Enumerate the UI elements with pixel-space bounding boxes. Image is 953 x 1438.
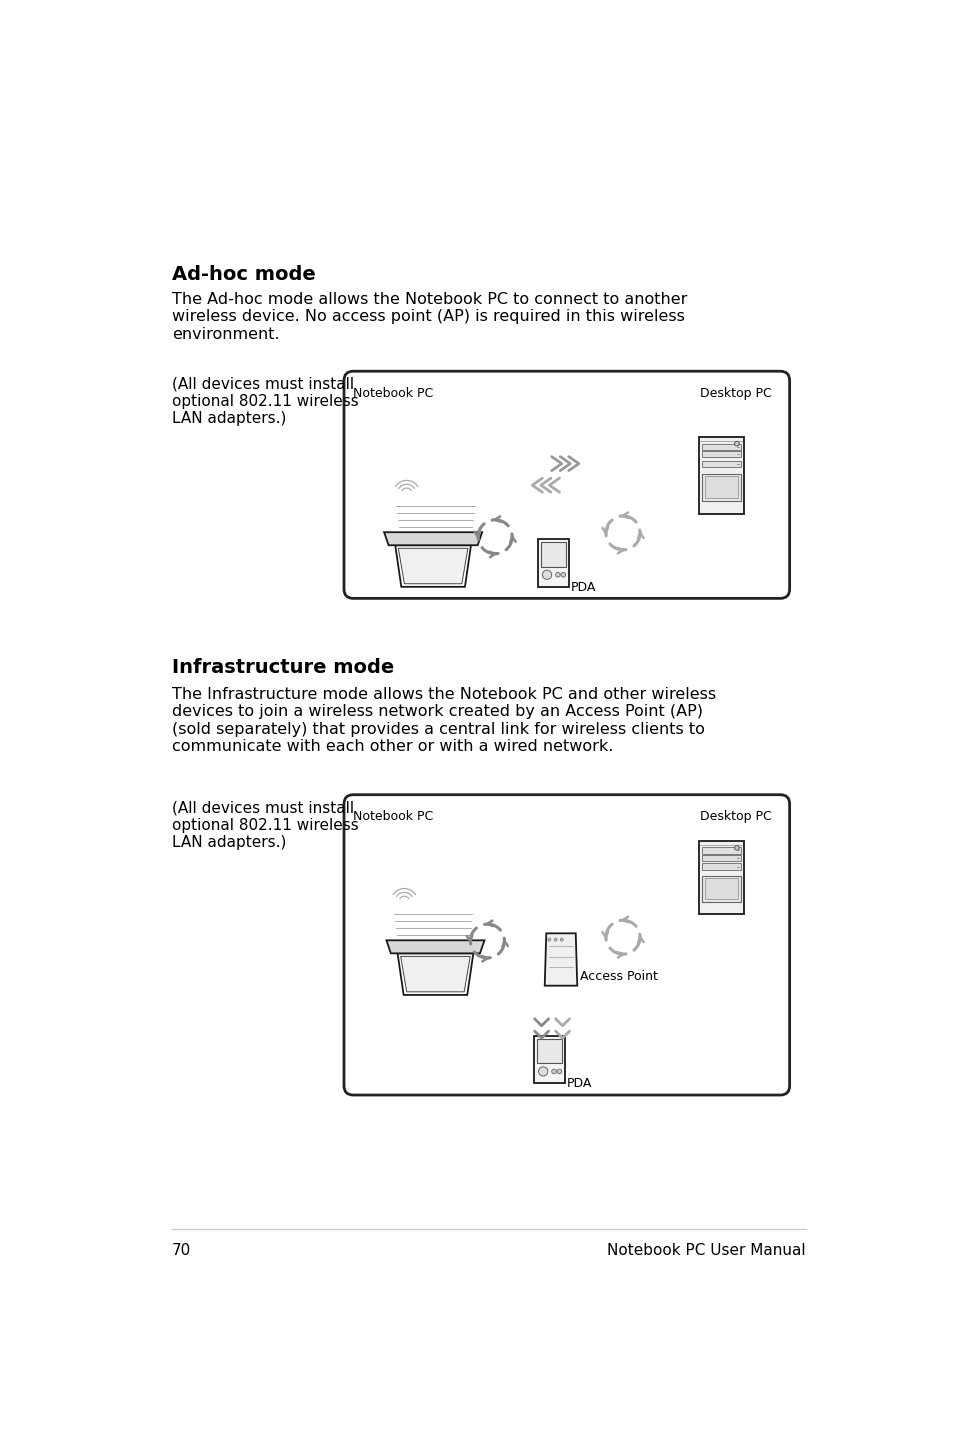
Polygon shape <box>704 476 737 499</box>
Polygon shape <box>704 879 737 899</box>
Polygon shape <box>701 452 740 457</box>
Text: (All devices must install
optional 802.11 wireless
LAN adapters.): (All devices must install optional 802.1… <box>172 377 358 427</box>
Circle shape <box>542 571 551 580</box>
Circle shape <box>554 938 557 940</box>
Polygon shape <box>537 539 568 587</box>
Text: The Ad-hoc mode allows the Notebook PC to connect to another
wireless device. No: The Ad-hoc mode allows the Notebook PC t… <box>172 292 686 342</box>
Text: Desktop PC: Desktop PC <box>700 387 771 400</box>
Circle shape <box>557 1068 561 1074</box>
Text: 70: 70 <box>172 1242 191 1258</box>
Circle shape <box>551 1068 556 1074</box>
Circle shape <box>547 938 550 940</box>
Polygon shape <box>699 437 743 513</box>
Text: The Infrastructure mode allows the Notebook PC and other wireless
devices to joi: The Infrastructure mode allows the Noteb… <box>172 687 716 754</box>
Polygon shape <box>395 545 471 587</box>
Polygon shape <box>701 876 740 902</box>
Text: Desktop PC: Desktop PC <box>700 810 771 823</box>
Polygon shape <box>701 443 740 450</box>
Polygon shape <box>701 460 740 467</box>
Polygon shape <box>701 473 740 500</box>
Text: Infrastructure mode: Infrastructure mode <box>172 657 394 677</box>
Polygon shape <box>397 953 473 995</box>
Polygon shape <box>540 542 565 567</box>
Polygon shape <box>699 841 743 915</box>
Polygon shape <box>701 847 740 854</box>
FancyBboxPatch shape <box>344 371 789 598</box>
Polygon shape <box>544 933 577 985</box>
Text: Notebook PC: Notebook PC <box>353 810 433 823</box>
Polygon shape <box>537 1038 561 1064</box>
Circle shape <box>559 938 562 940</box>
Circle shape <box>734 846 739 850</box>
Polygon shape <box>398 548 467 584</box>
Polygon shape <box>701 854 740 861</box>
Text: Notebook PC User Manual: Notebook PC User Manual <box>607 1242 805 1258</box>
Circle shape <box>555 572 559 577</box>
Polygon shape <box>534 1035 564 1083</box>
Polygon shape <box>400 956 470 992</box>
Circle shape <box>537 1067 547 1076</box>
Text: (All devices must install
optional 802.11 wireless
LAN adapters.): (All devices must install optional 802.1… <box>172 800 358 850</box>
Circle shape <box>560 572 565 577</box>
Polygon shape <box>386 940 484 953</box>
Text: Access Point: Access Point <box>579 971 658 984</box>
FancyBboxPatch shape <box>344 795 789 1094</box>
Text: Notebook PC: Notebook PC <box>353 387 433 400</box>
Circle shape <box>734 441 739 446</box>
Polygon shape <box>701 863 740 870</box>
Text: PDA: PDA <box>570 581 595 594</box>
Text: PDA: PDA <box>566 1077 591 1090</box>
Text: Ad-hoc mode: Ad-hoc mode <box>172 265 315 283</box>
Polygon shape <box>384 532 481 545</box>
